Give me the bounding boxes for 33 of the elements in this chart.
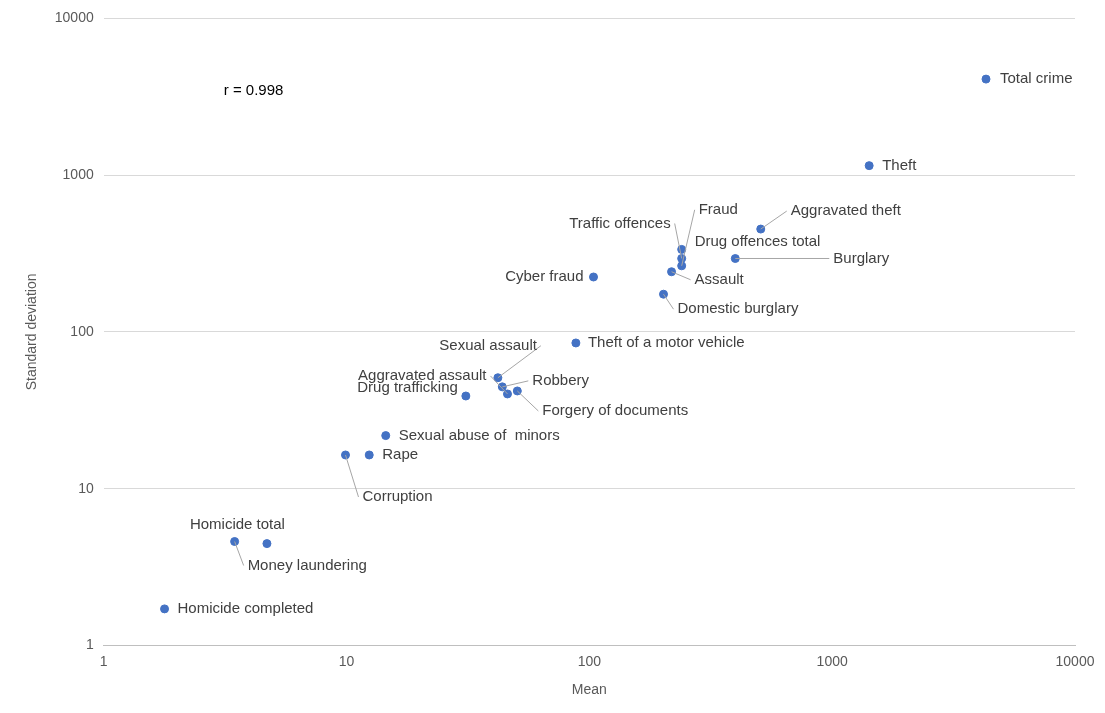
annotation: Total crime [1000,69,1073,87]
y-tick-label: 100 [70,322,94,339]
x-tick-label: 1000 [816,652,848,669]
annotation: Homicide total [189,514,285,532]
annotation: Aggravated theft [790,201,902,219]
x-tick-label: 100 [577,652,602,669]
y-tick-label: 10000 [54,9,94,26]
annotation: Sexual assault [439,335,538,353]
annotation: Forgery of documents [542,401,689,419]
annotation: Domestic burglary [677,299,799,317]
annotation: Cyber fraud [505,267,584,285]
annotation: Theft [882,155,918,173]
annotation: Assault [694,269,745,287]
annotation: Theft of a motor vehicle [587,333,745,351]
annotation: Robbery [532,371,590,389]
x-tick-label: 10 [338,652,355,669]
y-axis-title: Standard deviation [23,273,40,391]
annotation: Money laundering [247,555,367,573]
annotation: Rape [382,445,419,463]
x-axis-title: Mean [571,681,607,698]
x-tick-label: 1 [99,652,108,669]
annotation: r = 0.998 [223,80,284,98]
annotation: Corruption [362,487,433,505]
annotation: Drug offences total [694,231,821,249]
y-tick-label: 1000 [62,166,94,183]
annotation: Homicide completed [177,599,314,617]
x-tick-label: 10000 [1055,652,1095,669]
annotation: Fraud [698,199,738,217]
y-tick-label: 1 [85,636,94,653]
annotation: Burglary [833,248,890,266]
annotation: Sexual abuse of minors [398,425,560,443]
annotation: Traffic offences [569,213,671,231]
y-tick-label: 10 [78,479,94,496]
